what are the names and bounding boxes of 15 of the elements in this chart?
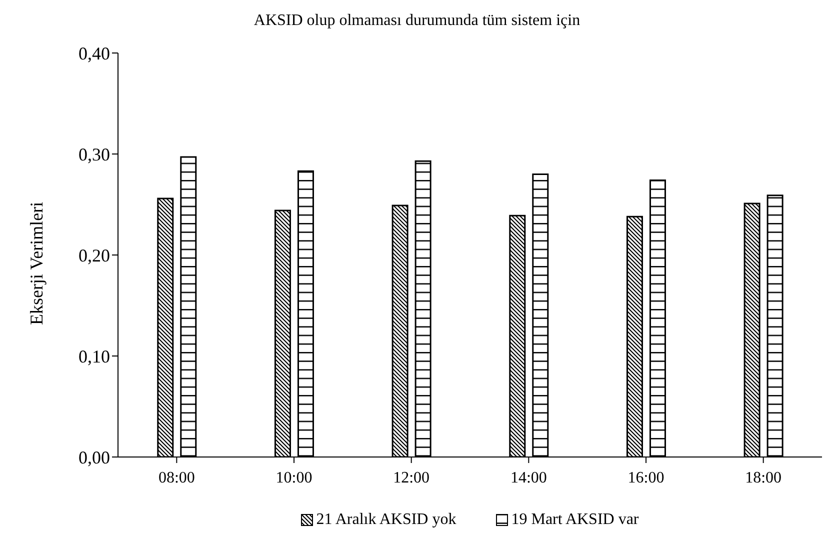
y-tick-label: 0,00: [78, 447, 110, 468]
y-tick-label: 0,30: [78, 144, 110, 164]
x-tick-label: 16:00: [628, 469, 664, 486]
legend-label: 19 Mart AKSID var: [510, 511, 639, 529]
x-tick-label: 10:00: [276, 469, 312, 486]
x-tick-label: 08:00: [158, 469, 195, 486]
x-tick-label: 12:00: [393, 469, 430, 486]
y-tick-label: 0,20: [78, 245, 110, 266]
x-tick-label: 14:00: [510, 469, 547, 486]
y-tick-label: 0,10: [78, 346, 110, 366]
legend-label: 21 Aralık AKSID yok: [315, 511, 456, 529]
x-tick-label: 18:00: [745, 469, 782, 486]
y-tick-label: 0,40: [78, 43, 110, 64]
y-axis-title: Ekserji Verimleri: [26, 202, 46, 325]
chart-title: AKSID olup olmaması durumunda tüm sistem için: [252, 12, 582, 30]
